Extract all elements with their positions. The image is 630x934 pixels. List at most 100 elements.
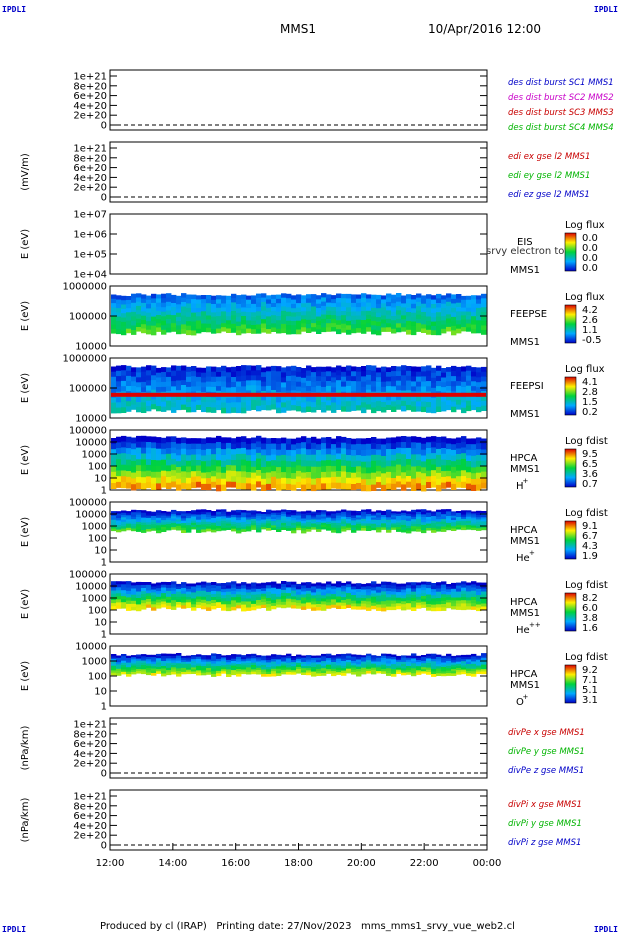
spectrogram-cell — [181, 399, 187, 405]
spectrogram-cell — [126, 655, 132, 659]
spectrogram-cell — [376, 386, 382, 392]
spectrogram-cell — [256, 380, 262, 386]
spectrogram-cell — [236, 515, 242, 518]
spectrogram-cell — [186, 376, 192, 383]
spectrogram-cell — [401, 365, 407, 371]
spectrogram-cell — [171, 375, 177, 382]
spectrogram-cell — [436, 598, 442, 602]
spectrogram-cell — [206, 401, 212, 408]
spectrogram-cell — [251, 404, 257, 410]
spectrogram-cell — [296, 320, 302, 326]
spectrogram-cell — [391, 316, 397, 321]
spectrogram-cell — [246, 607, 252, 611]
spectrogram-cell — [281, 472, 287, 479]
spectrogram-cell — [476, 512, 482, 516]
spectrogram-cell — [136, 512, 142, 516]
spectrogram-cell — [371, 515, 377, 518]
spectrogram-cell — [356, 583, 362, 587]
spectrogram-cell — [231, 470, 237, 477]
spectrogram-cell — [116, 464, 122, 471]
spectrogram-cell — [311, 442, 317, 450]
spectrogram-cell — [311, 387, 317, 393]
spectrogram-cell — [326, 587, 332, 591]
spectrogram-cell — [171, 587, 177, 592]
y-tick-label: 10 — [94, 546, 107, 557]
spectrogram-cell — [176, 380, 182, 386]
spectrogram-cell — [261, 517, 267, 520]
spectrogram-cell — [121, 407, 127, 413]
spectrogram-cell — [131, 526, 137, 529]
spectrogram-cell — [406, 375, 412, 382]
spectrogram-cell — [421, 303, 427, 309]
spectrogram-cell — [311, 595, 317, 599]
spectrogram-cell — [166, 513, 172, 516]
spectrogram-cell — [191, 317, 197, 322]
spectrogram-cell — [446, 513, 452, 517]
spectrogram-cell — [416, 593, 422, 598]
spectrogram-cell — [196, 519, 202, 523]
spectrogram-cell — [221, 516, 227, 519]
spectrogram-cell — [366, 604, 372, 608]
legend-entry: edi ez gse l2 MMS1 — [508, 190, 590, 200]
spectrogram-cell — [451, 455, 457, 462]
spectrogram-cell — [211, 527, 217, 531]
spectrogram-cell — [231, 528, 237, 532]
spectrogram-cell — [206, 672, 212, 675]
spectrogram-cell — [376, 598, 382, 602]
spectrogram-cell — [351, 656, 357, 660]
spectrogram-cell — [326, 517, 332, 521]
spectrogram-cell — [446, 322, 452, 328]
spectrogram-cell — [261, 512, 267, 515]
spectrogram-cell — [221, 327, 227, 332]
spectrogram-cell — [161, 513, 167, 516]
spectrogram-cell — [156, 401, 162, 407]
y-tick-label: 1e+05 — [73, 250, 107, 261]
spectrogram-cell — [461, 663, 467, 666]
spectrogram-cell — [216, 386, 222, 392]
spectrogram-cell — [206, 437, 212, 444]
spectrogram-cell — [386, 514, 392, 518]
spectrogram-cell — [301, 525, 307, 529]
spectrogram-cell — [121, 593, 127, 597]
spectrogram-cell — [476, 449, 482, 456]
spectrogram-cell — [281, 671, 287, 675]
spectrogram-cell — [286, 671, 292, 675]
spectrogram-cell — [296, 523, 302, 527]
spectrogram-cell — [121, 365, 127, 371]
spectrogram-cell — [201, 382, 207, 388]
spectrogram-cell — [411, 658, 417, 662]
spectrogram-cell — [461, 299, 467, 305]
spectrogram-cell — [371, 669, 377, 673]
spectrogram-cell — [211, 329, 217, 334]
spectrogram-cell — [461, 510, 467, 513]
spectrogram-cell — [296, 443, 302, 450]
spectrogram-cell — [441, 600, 447, 605]
spectrogram-cell — [151, 654, 157, 658]
spectrogram-cell — [471, 479, 477, 486]
spectrogram-cell — [311, 298, 317, 303]
spectrogram-cell — [361, 518, 367, 522]
spectrogram-cell — [366, 528, 372, 531]
spectrogram-cell — [201, 581, 207, 585]
spectrogram-cell — [121, 313, 127, 318]
spectrogram-cell — [391, 401, 397, 407]
spectrogram-cell — [246, 656, 252, 659]
spectrogram-cell — [456, 443, 462, 449]
spectrogram-cell — [356, 591, 362, 596]
spectrogram-cell — [476, 655, 482, 659]
spectrogram-cell — [161, 381, 167, 388]
spectrogram-cell — [401, 405, 407, 412]
spectrogram-cell — [181, 516, 187, 519]
spectrogram-cell — [226, 377, 232, 383]
y-tick-label: 100 — [88, 462, 107, 473]
spectrogram-cell — [441, 406, 447, 412]
spectrogram-cell — [246, 328, 252, 334]
spectrogram-cell — [246, 521, 252, 525]
spectrogram-cell — [166, 511, 172, 514]
spectrogram-cell — [456, 328, 462, 334]
spectrogram-cell — [376, 583, 382, 588]
spectrogram-cell — [231, 524, 237, 527]
spectrogram-cell — [131, 395, 137, 401]
spectrogram-cell — [381, 594, 387, 599]
spectrogram-cell — [281, 587, 287, 591]
